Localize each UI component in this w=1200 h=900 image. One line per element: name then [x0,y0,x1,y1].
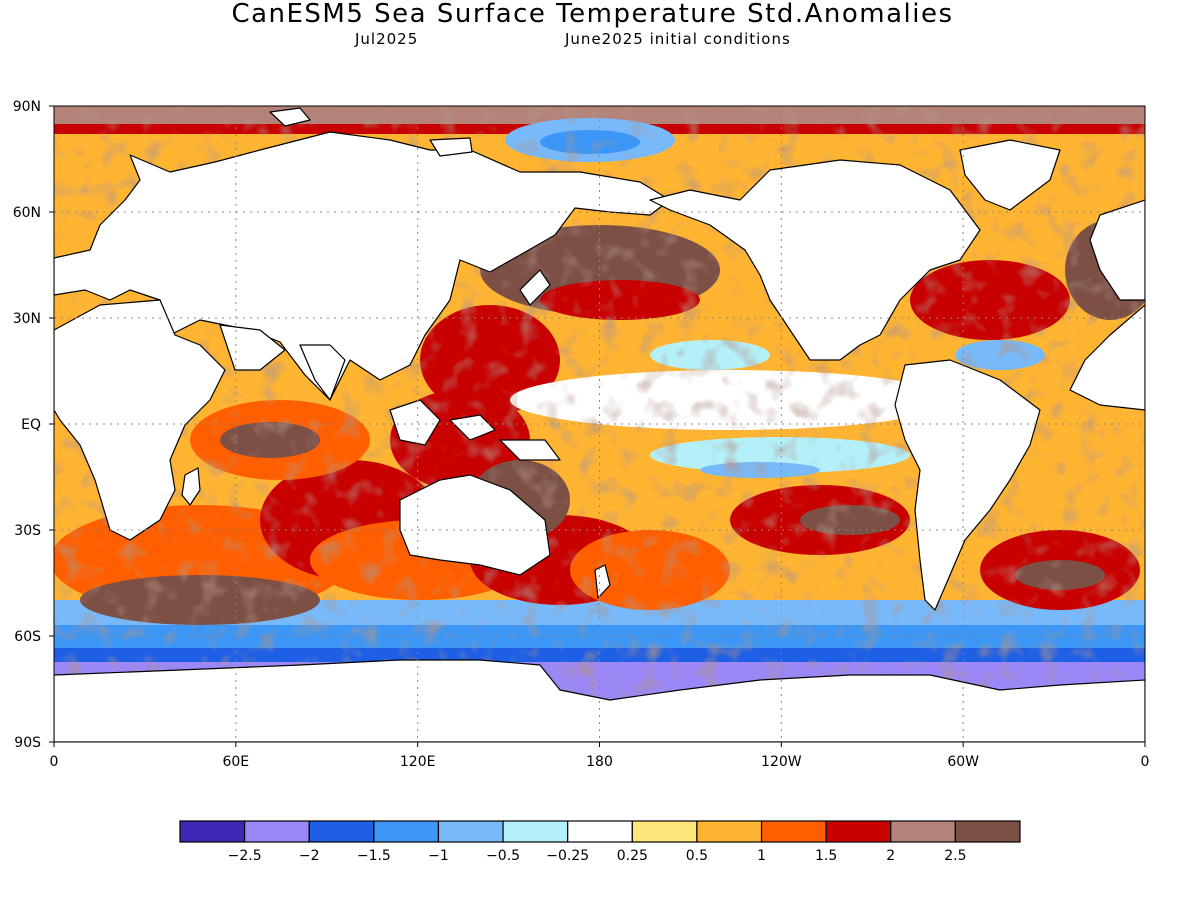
colorbar-swatch-12 [954,820,1021,843]
lat-tick-label-1: 60N [13,205,41,221]
colorbar-swatch-0 [179,820,246,843]
europe-landmass [1089,199,1145,301]
colorbar-swatch-3 [373,820,440,843]
colorbar-label-11: 2.5 [944,848,966,864]
lat-tick-label-5: 60S [14,629,41,645]
india-landmass [299,344,346,401]
maritime-continent-landmass [389,399,496,446]
colorbar-label-4: −0.5 [486,848,520,864]
colorbar-label-5: −0.25 [546,848,589,864]
colorbar-swatch-1 [244,820,310,843]
colorbar-swatch-8 [696,820,763,843]
greenland-landmass [959,139,1061,211]
lat-tick-label-4: 30S [14,523,41,539]
lat-tick-label-6: 90S [14,735,41,751]
land-masses [54,107,1145,742]
map-gridlines [54,106,1145,742]
arctic-islands-landmass [269,107,473,157]
forecast-month: Jul2025 [355,30,419,48]
lon-tick-label-1: 60E [222,754,249,770]
colorbar-label-1: −2 [299,848,320,864]
longitude-axis: 0 60E 120E 180 120W 60W 0 [50,742,1150,770]
colorbar-label-2: −1.5 [357,848,391,864]
japan-landmass [519,269,551,306]
new-zealand-landmass [594,564,611,599]
colorbar-label-10: 2 [886,848,895,864]
africa-west-landmass [1069,304,1145,411]
lon-tick-label-5: 60W [947,754,979,770]
new-guinea-landmass [499,439,561,461]
colorbar-swatch-2 [308,820,375,843]
colorbar-swatch-7 [631,820,698,843]
colorbar-swatch-5 [502,820,569,843]
africa-landmass [54,299,226,541]
colorbar-swatch-9 [760,820,827,843]
madagascar-landmass [181,467,201,506]
lat-tick-label-2: 30N [13,311,41,327]
colorbar-label-7: 0.5 [686,848,708,864]
colorbar-swatch-10 [825,820,892,843]
lon-tick-label-2: 120E [400,754,436,770]
colorbar-swatch-6 [567,820,633,843]
colorbar-label-9: 1.5 [815,848,837,864]
map-title: CanESM5 Sea Surface Temperature Std.Anom… [231,0,954,29]
colorbar-swatch-11 [890,820,956,843]
colorbar-label-3: −1 [428,848,449,864]
lon-tick-label-4: 120W [761,754,802,770]
north-america-landmass [649,159,981,361]
colorbar-label-6: 0.25 [617,848,648,864]
lat-tick-label-0: 90N [13,99,41,115]
lon-tick-label-6: 0 [1141,754,1150,770]
eurasia-landmass [54,131,671,401]
south-america-landmass [894,359,1041,611]
lon-tick-label-3: 180 [586,754,613,770]
colorbar-label-0: −2.5 [228,848,262,864]
latitude-axis: 90N 60N 30N EQ 30S 60S 90S [13,99,54,751]
australia-landmass [399,474,551,576]
lat-tick-label-3: EQ [21,417,41,433]
colorbar-swatch-4 [437,820,504,843]
initial-conditions-label: June2025 initial conditions [565,30,791,48]
lon-tick-label-0: 0 [50,754,59,770]
colorbar: −2.5 −2 −1.5 −1 −0.5 −0.25 0.25 0.5 1 1.5 2 2.5 [179,820,1021,864]
colorbar-label-8: 1 [757,848,766,864]
